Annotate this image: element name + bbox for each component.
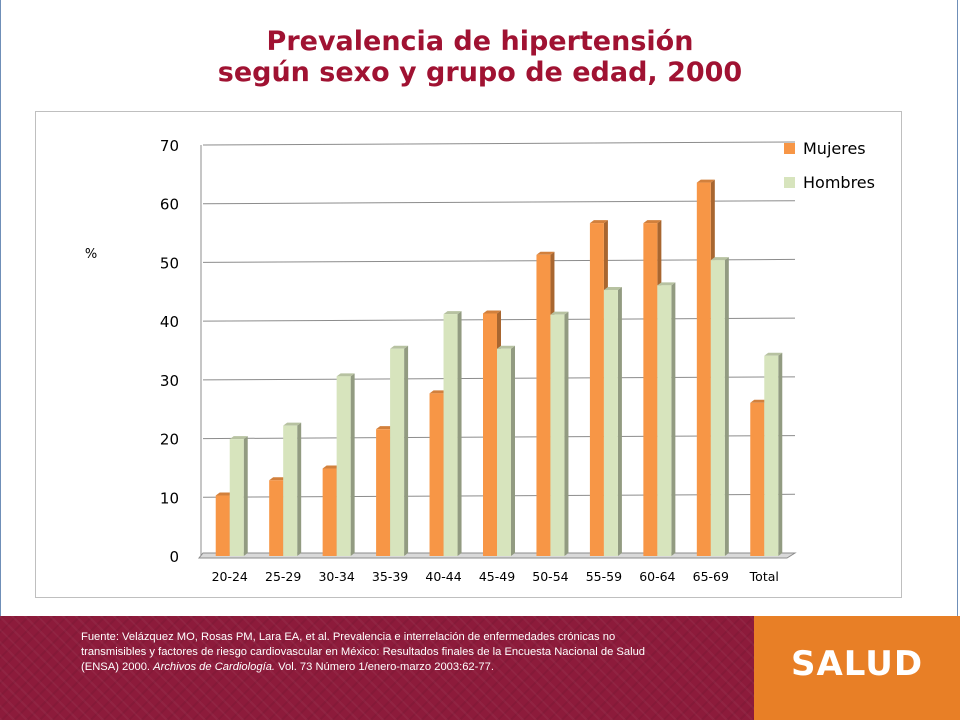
bar-hombres-45-49 bbox=[497, 348, 511, 556]
bar-hombres-50-54 bbox=[550, 314, 565, 556]
y-tick-label-1: 10 bbox=[160, 489, 179, 507]
bar-top-mujeres-3 bbox=[376, 426, 395, 430]
footer-band: Fuente: Velázquez MO, Rosas PM, Lara EA,… bbox=[0, 616, 960, 720]
bar-side-hombres-10 bbox=[778, 352, 783, 556]
bar-top-mujeres-0 bbox=[215, 492, 234, 496]
bar-side-hombres-3 bbox=[404, 345, 409, 556]
bar-top-hombres-3 bbox=[390, 345, 409, 349]
footer-pattern: Fuente: Velázquez MO, Rosas PM, Lara EA,… bbox=[0, 616, 754, 720]
legend-label-mujeres: Mujeres bbox=[803, 139, 866, 158]
y-tick-label-6: 60 bbox=[160, 196, 179, 214]
bar-mujeres-40-44 bbox=[429, 393, 444, 556]
bar-top-mujeres-6 bbox=[536, 251, 555, 255]
source-text: Fuente: Velázquez MO, Rosas PM, Lara EA,… bbox=[81, 631, 646, 673]
bar-hombres-65-69 bbox=[710, 260, 725, 556]
bar-top-hombres-8 bbox=[657, 282, 676, 286]
legend-label-hombres: Hombres bbox=[803, 173, 875, 192]
x-tick-label-5: 45-49 bbox=[479, 569, 515, 584]
y-tick-label-0: 0 bbox=[169, 548, 179, 566]
source-volume: Vol. 73 Número 1/enero-marzo 2003:62-77. bbox=[275, 661, 494, 673]
y-tick-label-5: 50 bbox=[160, 254, 179, 272]
bar-side-hombres-4 bbox=[457, 311, 462, 556]
bar-top-mujeres-5 bbox=[483, 310, 501, 314]
bar-mujeres-55-59 bbox=[589, 223, 604, 556]
bar-mujeres-30-34 bbox=[322, 468, 337, 556]
bar-mujeres-45-49 bbox=[483, 313, 497, 556]
legend-swatch-hombres bbox=[784, 177, 795, 188]
y-tick-label-7: 70 bbox=[160, 137, 179, 155]
bar-mujeres-25-29 bbox=[269, 480, 284, 556]
bar-top-hombres-4 bbox=[443, 311, 462, 315]
bar-side-hombres-8 bbox=[671, 282, 676, 556]
bar-top-mujeres-9 bbox=[696, 179, 715, 183]
bar-side-hombres-5 bbox=[511, 345, 515, 556]
bar-hombres-60-64 bbox=[657, 285, 672, 556]
legend-swatch-mujeres bbox=[784, 143, 795, 154]
x-tick-label-10: Total bbox=[749, 569, 779, 584]
bar-mujeres-65-69 bbox=[696, 182, 711, 556]
gridline-7 bbox=[202, 141, 796, 146]
bar-hombres-30-34 bbox=[336, 376, 351, 556]
bar-chart: 0 10 20 30 40 50 60 70% 20-24 25-29 30-34 35-39 40-4… bbox=[85, 137, 875, 584]
bar-side-hombres-9 bbox=[724, 257, 729, 556]
x-tick-label-6: 50-54 bbox=[532, 569, 568, 584]
x-tick-label-7: 55-59 bbox=[586, 569, 622, 584]
bar-side-hombres-7 bbox=[617, 287, 622, 556]
bar-top-hombres-2 bbox=[336, 373, 355, 377]
bar-mujeres-60-64 bbox=[643, 223, 658, 556]
x-tick-label-9: 65-69 bbox=[693, 569, 729, 584]
bar-top-mujeres-2 bbox=[322, 465, 341, 469]
bar-top-hombres-7 bbox=[603, 287, 622, 291]
y-tick-label-2: 20 bbox=[160, 431, 179, 449]
slide-frame bbox=[0, 0, 958, 616]
bar-hombres-20-24 bbox=[229, 439, 244, 556]
bar-hombres-40-44 bbox=[443, 314, 458, 556]
bar-top-hombres-5 bbox=[497, 345, 515, 349]
bar-side-hombres-2 bbox=[350, 373, 355, 556]
brand-box: SALUD bbox=[754, 616, 960, 720]
y-tick-label-3: 30 bbox=[160, 372, 179, 390]
salud-logo: SALUD bbox=[790, 644, 924, 684]
bar-mujeres-Total bbox=[750, 402, 765, 556]
bar-top-hombres-0 bbox=[229, 436, 248, 440]
bar-top-mujeres-7 bbox=[589, 220, 608, 224]
bar-top-mujeres-8 bbox=[643, 220, 662, 224]
bar-side-hombres-0 bbox=[243, 436, 248, 556]
x-tick-label-3: 35-39 bbox=[372, 569, 408, 584]
gridline-5 bbox=[202, 258, 796, 263]
bar-hombres-35-39 bbox=[390, 348, 405, 556]
title-line-2: según sexo y grupo de edad, 2000 bbox=[217, 57, 743, 88]
x-tick-label-4: 40-44 bbox=[425, 569, 461, 584]
bar-mujeres-50-54 bbox=[536, 254, 551, 556]
chart-container: 0 10 20 30 40 50 60 70% 20-24 25-29 30-34 35-39 40-4… bbox=[35, 111, 902, 598]
bar-mujeres-35-39 bbox=[376, 429, 391, 556]
slide-title: Prevalencia de hipertensión según sexo y… bbox=[0, 26, 960, 88]
bar-hombres-Total bbox=[764, 355, 779, 556]
bar-hombres-55-59 bbox=[603, 290, 618, 556]
bar-top-hombres-6 bbox=[550, 311, 569, 315]
bar-top-hombres-9 bbox=[710, 257, 729, 261]
source-citation: Fuente: Velázquez MO, Rosas PM, Lara EA,… bbox=[81, 630, 681, 675]
bar-top-hombres-1 bbox=[283, 422, 302, 426]
y-tick-label-4: 40 bbox=[160, 313, 179, 331]
x-tick-label-2: 30-34 bbox=[318, 569, 354, 584]
bar-mujeres-20-24 bbox=[215, 495, 230, 556]
bar-top-mujeres-10 bbox=[750, 399, 769, 403]
bar-top-hombres-10 bbox=[764, 352, 783, 356]
bar-side-hombres-1 bbox=[297, 422, 302, 556]
source-journal: Archivos de Cardiología. bbox=[153, 661, 276, 673]
bar-hombres-25-29 bbox=[283, 425, 298, 556]
bar-top-mujeres-1 bbox=[269, 477, 288, 481]
bar-side-hombres-6 bbox=[564, 311, 569, 556]
gridline-6 bbox=[202, 200, 796, 205]
x-tick-label-0: 20-24 bbox=[212, 569, 248, 584]
y-axis-label: % bbox=[85, 247, 97, 262]
x-tick-label-8: 60-64 bbox=[639, 569, 675, 584]
x-tick-label-1: 25-29 bbox=[265, 569, 301, 584]
title-line-1: Prevalencia de hipertensión bbox=[266, 26, 694, 57]
bar-top-mujeres-4 bbox=[429, 390, 448, 394]
